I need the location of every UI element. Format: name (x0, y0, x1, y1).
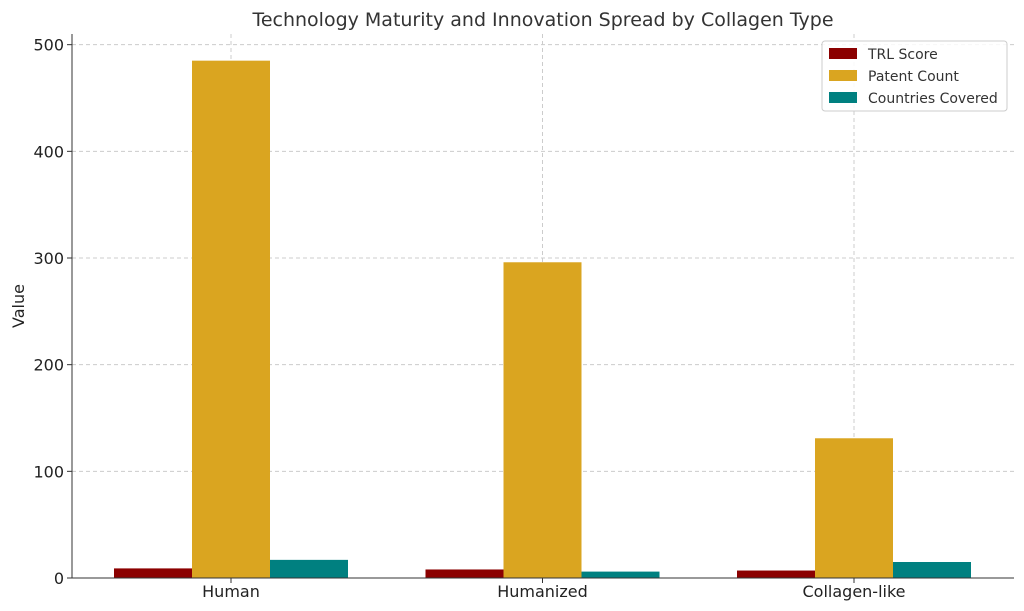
bar-trl-score-human (114, 568, 192, 578)
x-tick-label: Collagen-like (803, 582, 906, 601)
bar-countries-covered-human (270, 559, 348, 578)
y-tick-label: 400 (33, 142, 64, 161)
y-tick-label: 500 (33, 36, 64, 55)
y-tick-label: 200 (33, 356, 64, 375)
legend-label: Countries Covered (868, 91, 998, 107)
bar-patent-count-humanized (503, 262, 582, 578)
legend-swatch (829, 48, 857, 59)
bars (114, 60, 971, 578)
legend-swatch (829, 70, 857, 81)
legend-box (821, 40, 1008, 112)
legend-swatch (829, 92, 857, 103)
bar-countries-covered-collagen-like (893, 562, 971, 578)
legend-label: TRL Score (867, 47, 938, 63)
legend: TRL Score Patent Count Countries Covered (821, 40, 1008, 112)
x-tick-label: Human (202, 582, 260, 601)
y-axis-label: Value (9, 284, 28, 328)
bar-patent-count-human (192, 60, 270, 578)
y-tick-label: 300 (33, 249, 64, 268)
legend-label: Patent Count (868, 69, 959, 85)
bar-countries-covered-humanized (581, 571, 660, 578)
y-tick-label: 100 (33, 462, 64, 481)
bar-patent-count-collagen-like (815, 438, 893, 578)
chart-title: Technology Maturity and Innovation Sprea… (251, 9, 833, 31)
bar-trl-score-collagen-like (737, 570, 815, 578)
bar-trl-score-humanized (425, 569, 504, 578)
y-axis-ticks: 0 100 200 300 400 500 (33, 36, 72, 588)
y-tick-label: 0 (54, 569, 64, 588)
x-axis-ticks: Human Humanized Collagen-like (202, 578, 906, 601)
x-tick-label: Humanized (497, 582, 588, 601)
